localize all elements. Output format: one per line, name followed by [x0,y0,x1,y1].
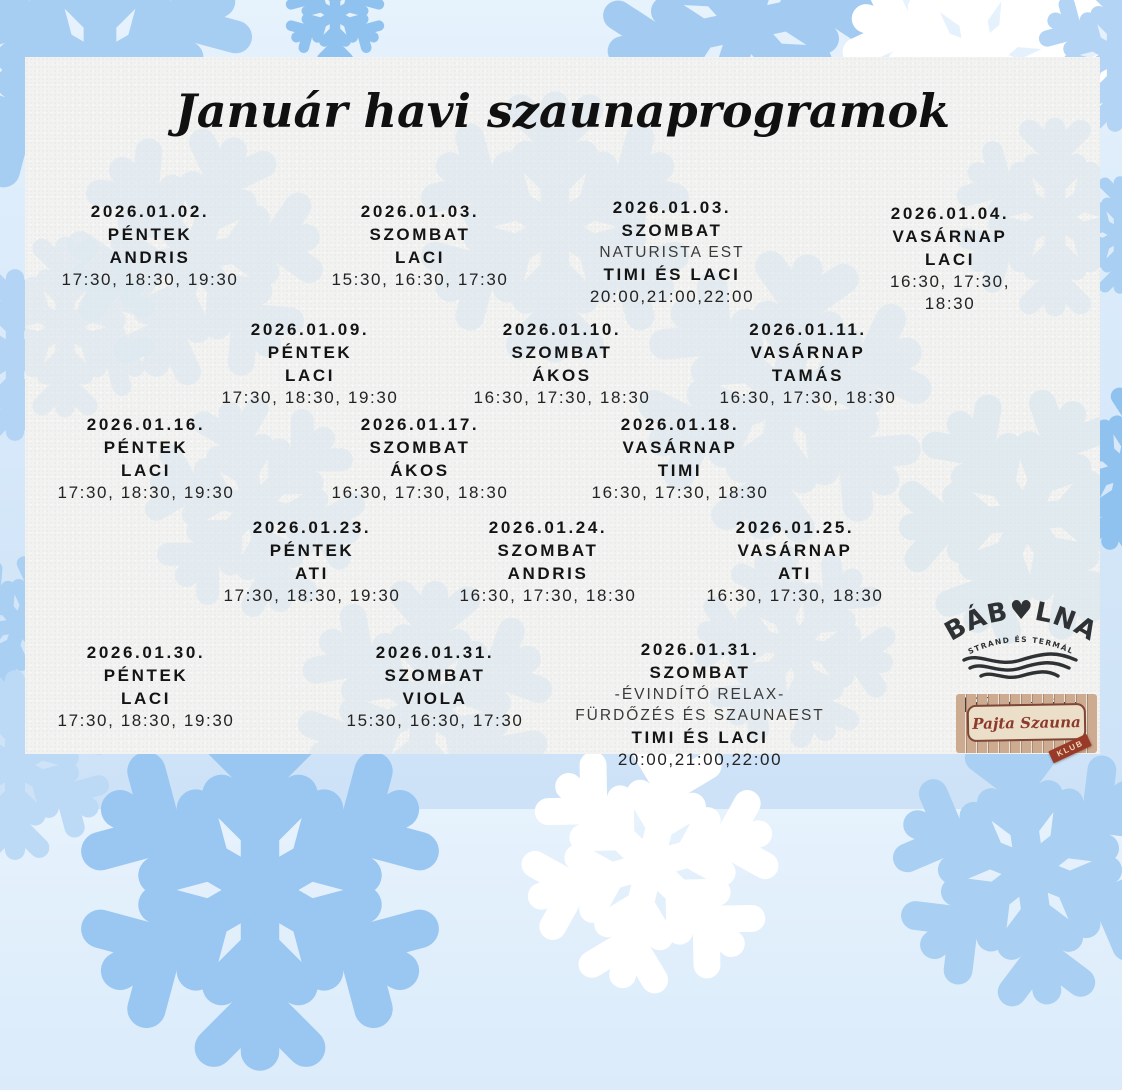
event-date: 2026.01.03. [612,198,732,217]
event-times: 18:30 [924,294,976,313]
event-date: 2026.01.25. [735,518,855,537]
event-day: VASÁRNAP [892,227,1008,246]
event-day: SZOMBAT [369,438,471,457]
event-date: 2026.01.24. [488,518,608,537]
event-card: 2026.01.25. VASÁRNAP ATI 16:30, 17:30, 18:3… [670,516,920,607]
event-day: PÉNTEK [103,438,189,457]
event-times: 15:30, 16:30, 17:30 [331,270,509,289]
event-card: 2026.01.02. PÉNTEK ANDRIS 17:30, 18:30, 19:… [25,200,275,291]
event-times: 17:30, 18:30, 19:30 [61,270,239,289]
event-host-name: ANDRIS [109,248,191,267]
event-day: PÉNTEK [103,666,189,685]
event-subtitle: -ÉVINDÍTÓ RELAX- [614,686,786,703]
event-times: 17:30, 18:30, 19:30 [57,711,235,730]
paper-background [25,57,1100,754]
event-day: VASÁRNAP [622,438,738,457]
event-date: 2026.01.04. [890,204,1010,223]
event-times: 17:30, 18:30, 19:30 [223,586,401,605]
event-times: 16:30, 17:30, 18:30 [473,388,651,407]
event-host-name: VIOLA [402,689,468,708]
event-times: 15:30, 16:30, 17:30 [346,711,524,730]
event-host-name: TIMI ÉS LACI [631,728,769,747]
event-host-name: TIMI [657,461,703,480]
event-card: 2026.01.11. VASÁRNAP TAMÁS 16:30, 17:30, 18… [683,318,933,409]
event-date: 2026.01.18. [620,415,740,434]
event-day: PÉNTEK [269,541,355,560]
event-times: 16:30, 17:30, [889,272,1011,291]
event-times: 17:30, 18:30, 19:30 [57,483,235,502]
event-host-name: ANDRIS [507,564,589,583]
event-host-name: LACI [120,689,172,708]
event-card: 2026.01.03. SZOMBAT NATURISTA EST TIMI ÉS L… [537,196,807,308]
poster-content: Január havi szaunaprogramok 2026.01.02. P… [21,84,1102,771]
event-card: 2026.01.03. SZOMBAT LACI 15:30, 16:30, 17:3… [295,200,545,291]
event-times: 20:00,21:00,22:00 [589,287,755,306]
event-card: 2026.01.30. PÉNTEK LACI 17:30, 18:30, 19:30 [21,641,271,732]
event-host-name: TIMI ÉS LACI [603,265,741,284]
event-host-name: LACI [924,250,976,269]
event-host-name: ATI [778,564,812,583]
event-card: 2026.01.04. VASÁRNAP LACI 16:30, 17:30, 18:3… [850,202,1050,315]
event-host-name: TAMÁS [771,366,845,385]
event-day: SZOMBAT [511,343,613,362]
pajta-plate: Pajta Szauna [966,702,1087,743]
event-card: 2026.01.17. SZOMBAT ÁKOS 16:30, 17:30, 18:3… [295,413,545,504]
event-day: SZOMBAT [497,541,599,560]
babolna-logo-graphic: BÁB♥LNA STRAND ÉS TERMÁL [940,596,1101,679]
event-card: 2026.01.09. PÉNTEK LACI 17:30, 18:30, 19:30 [185,318,435,409]
event-subtitle: FÜRDŐZÉS ÉS SZAUNAEST [575,707,825,724]
event-day: PÉNTEK [107,225,193,244]
page-title: Január havi szaunaprogramok [174,84,950,138]
pajta-name: Pajta Szauna [972,712,1081,733]
event-host-name: LACI [394,248,446,267]
event-card: 2026.01.24. SZOMBAT ANDRIS 16:30, 17:30, 18… [423,516,673,607]
event-times: 17:30, 18:30, 19:30 [221,388,399,407]
event-date: 2026.01.16. [86,415,206,434]
svg-text:STRAND ÉS TERMÁL: STRAND ÉS TERMÁL [967,635,1076,656]
event-day: VASÁRNAP [737,541,853,560]
event-date: 2026.01.11. [749,320,867,339]
babolna-tagline-text: STRAND ÉS TERMÁL [967,635,1074,656]
event-host-name: LACI [120,461,172,480]
event-times: 16:30, 17:30, 18:30 [591,483,769,502]
event-date: 2026.01.31. [375,643,495,662]
event-times: 16:30, 17:30, 18:30 [706,586,884,605]
event-date: 2026.01.23. [252,518,372,537]
event-date: 2026.01.31. [640,640,760,659]
event-date: 2026.01.17. [360,415,480,434]
event-date: 2026.01.02. [90,202,210,221]
event-card: 2026.01.10. SZOMBAT ÁKOS 16:30, 17:30, 18:3… [437,318,687,409]
event-day: SZOMBAT [621,221,723,240]
event-times: 20:00,21:00,22:00 [617,750,783,769]
event-date: 2026.01.09. [250,320,370,339]
event-card: 2026.01.16. PÉNTEK LACI 17:30, 18:30, 19:30 [21,413,271,504]
event-card: 2026.01.18. VASÁRNAP TIMI 16:30, 17:30, 18:… [555,413,805,504]
event-day: SZOMBAT [384,666,486,685]
event-day: SZOMBAT [369,225,471,244]
event-times: 16:30, 17:30, 18:30 [459,586,637,605]
event-day: PÉNTEK [267,343,353,362]
event-card: 2026.01.23. PÉNTEK ATI 17:30, 18:30, 19:30 [187,516,437,607]
pajta-szauna-logo: Pajta Szauna KLUB [956,694,1097,764]
event-times: 16:30, 17:30, 18:30 [331,483,509,502]
event-subtitle: NATURISTA EST [599,244,745,261]
event-host-name: ÁKOS [390,461,450,480]
event-times: 16:30, 17:30, 18:30 [719,388,897,407]
event-date: 2026.01.30. [86,643,206,662]
event-day: SZOMBAT [649,663,751,682]
waves-icon [962,652,1078,679]
event-card: 2026.01.31. SZOMBAT VIOLA 15:30, 16:30, 17:… [310,641,560,732]
event-host-name: LACI [284,366,336,385]
event-host-name: ÁKOS [532,366,592,385]
event-card: 2026.01.31. SZOMBAT -ÉVINDÍTÓ RELAX- FÜRDŐZ… [560,638,840,771]
event-date: 2026.01.10. [502,320,622,339]
event-host-name: ATI [295,564,329,583]
event-date: 2026.01.03. [360,202,480,221]
event-day: VASÁRNAP [750,343,866,362]
